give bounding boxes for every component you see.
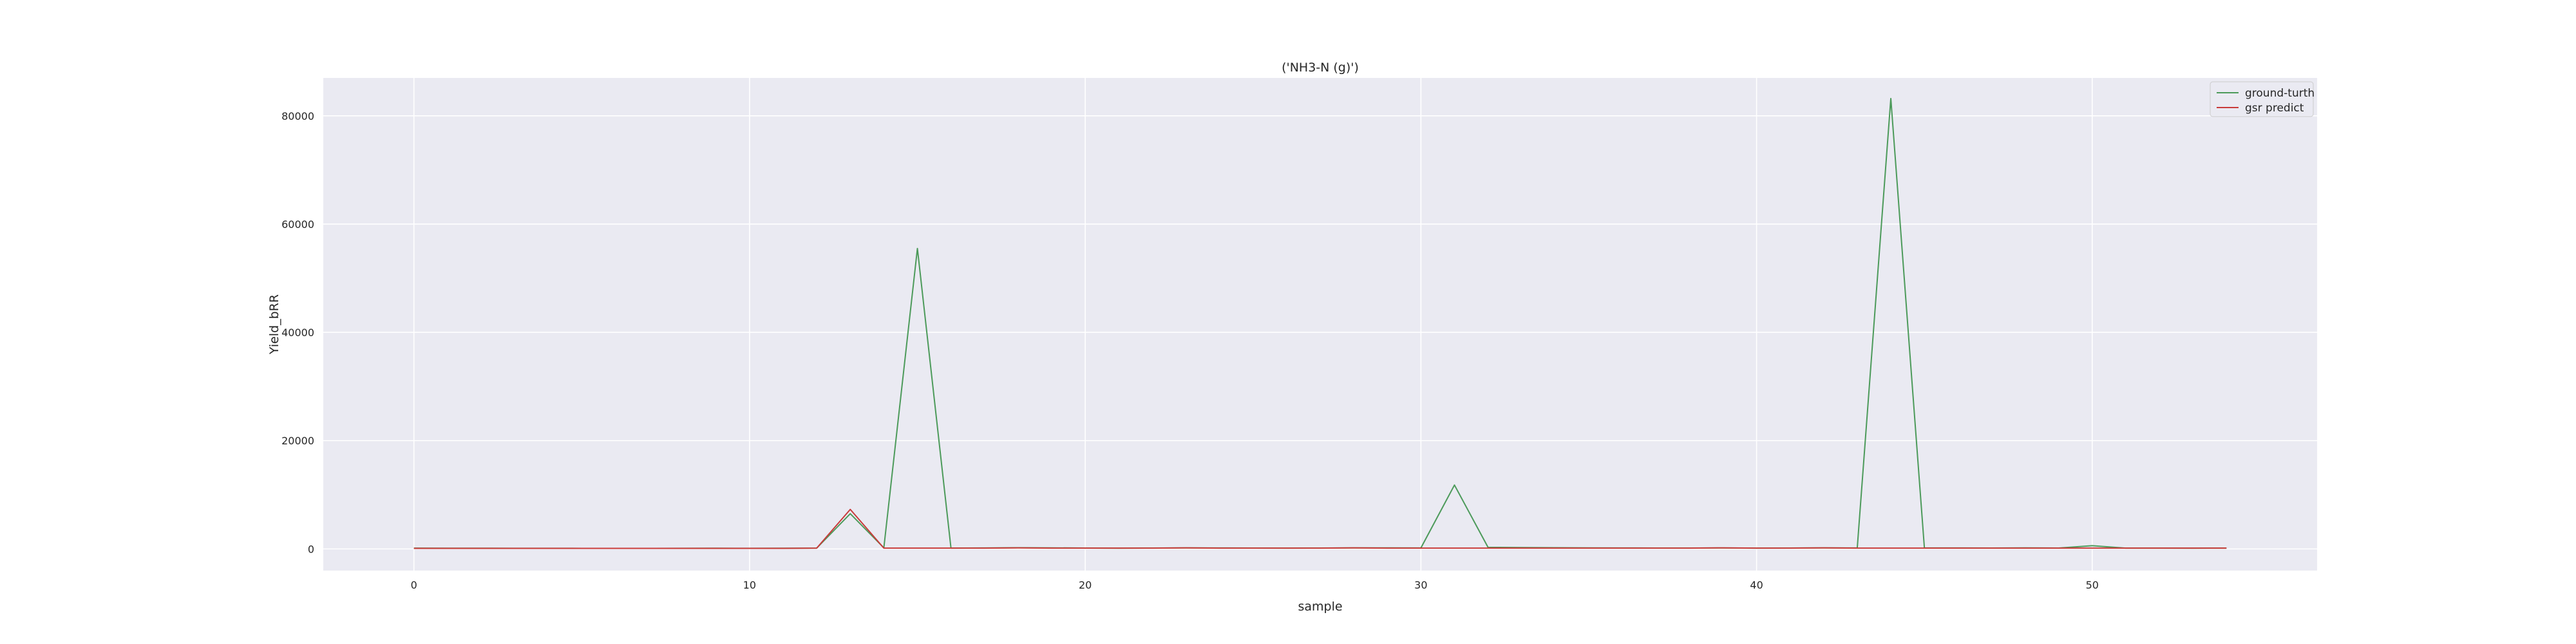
- y-tick-label: 0: [308, 543, 314, 555]
- tick-labels: 0 10 20 30 40 50 0 20000 40000 60000 80000: [281, 110, 2099, 591]
- x-tick-label: 40: [1750, 579, 1763, 591]
- y-axis-label: Yield_bRR: [267, 294, 281, 355]
- y-tick-label: 60000: [281, 218, 314, 231]
- y-tick-label: 20000: [281, 435, 314, 447]
- x-axis-label: sample: [1298, 600, 1342, 614]
- x-tick-label: 50: [2086, 579, 2099, 591]
- x-tick-label: 0: [411, 579, 417, 591]
- series-lines: [413, 97, 2227, 549]
- chart-title: ('NH3-N (g)'): [1282, 61, 1359, 75]
- legend-entry: gsr predict: [2245, 102, 2304, 115]
- series-line-gsr-predict: [413, 509, 2227, 549]
- x-tick-label: 30: [1414, 579, 1427, 591]
- x-tick-label: 20: [1079, 579, 1092, 591]
- y-tick-label: 80000: [281, 110, 314, 122]
- plot-area: [323, 78, 2317, 571]
- legend-entry: ground-turth: [2245, 87, 2315, 100]
- legend: ground-turth gsr predict: [2210, 81, 2315, 117]
- x-tick-label: 10: [743, 579, 756, 591]
- y-tick-label: 40000: [281, 327, 314, 339]
